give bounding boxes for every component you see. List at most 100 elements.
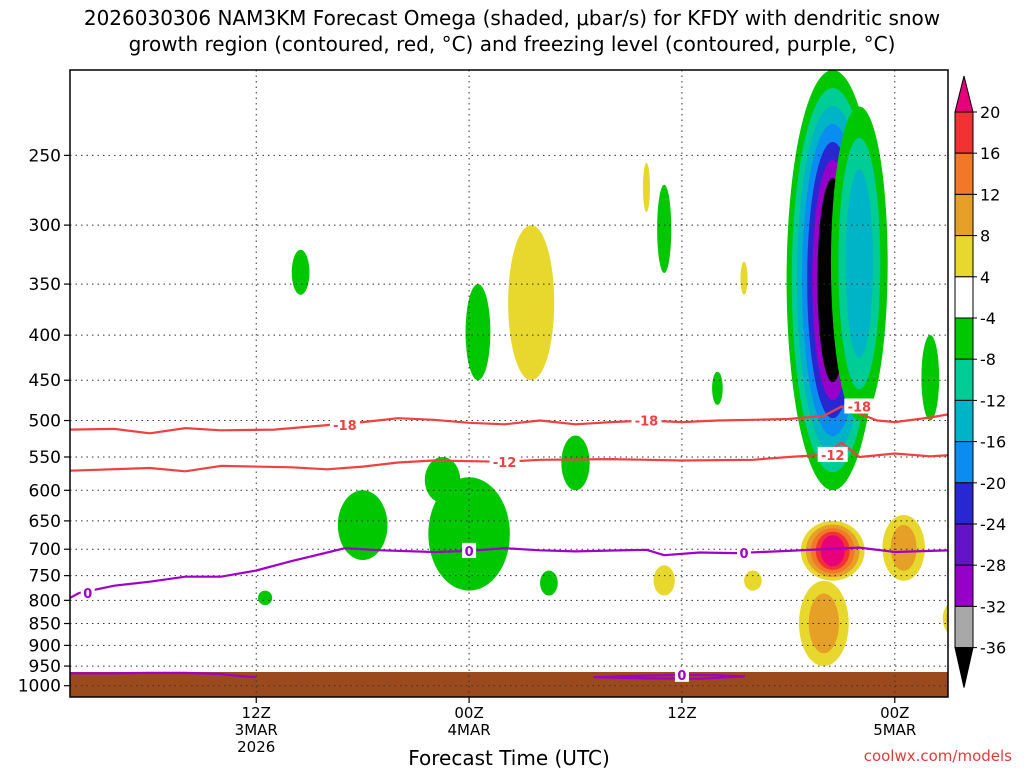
- y-tick-label-600: 600: [29, 481, 61, 501]
- y-tick-label-800: 800: [29, 591, 61, 611]
- colorbar-label-3: 8: [980, 227, 990, 246]
- x-tick-label-42-0: 00Z: [880, 704, 909, 722]
- omega-region-28-level-0: [942, 604, 948, 633]
- colorbar-bottom-arrow: [954, 647, 974, 688]
- omega-region-20-level-4: [820, 535, 845, 567]
- colorbar-label-2: 12: [980, 185, 1000, 204]
- omega-shading-layer: [258, 70, 1024, 667]
- contour-label-0C-1: 0: [465, 545, 474, 560]
- contour-label-0C-2: 0: [739, 547, 748, 562]
- colorbar-bin-11: [954, 523, 974, 566]
- colorbar-bin-3: [954, 193, 974, 237]
- x-tick-label-6-2: 2026: [237, 738, 275, 756]
- temperature-contours: -18-18-18-12-1200000: [70, 398, 948, 684]
- x-tick-label-30-0: 12Z: [667, 704, 696, 722]
- colorbar: 20 16 12 8 4 -4 -8 -12 -16 -20 -24 -28 -32 -36: [954, 75, 1006, 688]
- omega-region-27-level-1: [890, 524, 917, 571]
- contour-label-bg-0C-loop-0: [674, 666, 689, 682]
- contour-label-0C-loop-0: 0: [677, 669, 686, 684]
- omega-region-18-level-0: [921, 335, 940, 421]
- colorbar-label-13: -36: [980, 639, 1006, 658]
- y-tick-label-1000: 1000: [18, 677, 61, 697]
- omega-region-22-level-4: [1007, 556, 1024, 596]
- colorbar-label-1: 16: [980, 144, 1000, 163]
- contour-label-bg--18C-1: [631, 412, 662, 428]
- y-tick-label-350: 350: [29, 275, 61, 295]
- contour-label-0C-0: 0: [83, 587, 92, 602]
- omega-region-10-level-0: [424, 456, 461, 503]
- contour-0C-surface: [70, 671, 257, 679]
- plot-frame: [69, 69, 949, 698]
- x-tick-label-18-0: 00Z: [454, 704, 483, 722]
- omega-region-34-level-0: [740, 261, 748, 295]
- contour-0C-loop: [593, 673, 746, 680]
- colorbar-label-10: -24: [980, 515, 1006, 534]
- credit-text: coolwx.com/models: [864, 747, 1012, 765]
- y-axis-ticks: 2503003504004505005506006507007508008509…: [18, 146, 70, 697]
- contour--18C: [70, 405, 948, 435]
- omega-region-19-level-0: [712, 371, 723, 405]
- x-tick-label-42-1: 5MAR: [873, 721, 916, 739]
- y-tick-label-900: 900: [29, 636, 61, 656]
- colorbar-bin-13: [954, 605, 974, 649]
- omega-region-16-level-0: [258, 590, 273, 606]
- colorbar-bin-9: [954, 441, 974, 484]
- colorbar-bin-5: [954, 276, 974, 319]
- contour-0C: [70, 546, 948, 599]
- colorbar-bin-10: [954, 482, 974, 525]
- omega-region-12-level-0: [465, 284, 491, 381]
- contour-label-bg-0C-1: [462, 542, 477, 558]
- chart-title-line-2: growth region (contoured, red, °C) and f…: [129, 32, 896, 56]
- y-tick-label-950: 950: [29, 657, 61, 677]
- omega-region-31-level-0: [653, 565, 675, 596]
- contour-label--12C-1: -12: [821, 449, 845, 464]
- x-tick-label-6-0: 12Z: [242, 704, 271, 722]
- y-tick-label-400: 400: [29, 326, 61, 346]
- omega-region-2-level-5: [1018, 253, 1024, 435]
- omega-region-2-level-4: [1013, 239, 1024, 448]
- contour-label-bg-0C-2: [737, 545, 752, 561]
- colorbar-bin-8: [954, 399, 974, 443]
- omega-region-8-level-0: [428, 477, 510, 591]
- colorbar-bin-6: [954, 317, 974, 360]
- y-tick-label-250: 250: [29, 146, 61, 166]
- contour-label-bg--12C-0: [489, 453, 520, 469]
- colorbar-label-7: -12: [980, 391, 1006, 410]
- y-tick-label-750: 750: [29, 567, 61, 587]
- contour-label--18C-1: -18: [635, 415, 659, 430]
- colorbar-label-6: -8: [980, 350, 996, 369]
- colorbar-label-5: -4: [980, 309, 996, 328]
- colorbar-label-11: -28: [980, 556, 1006, 575]
- y-tick-label-300: 300: [29, 216, 61, 236]
- contour-label-bg--12C-1: [817, 446, 848, 462]
- omega-region-14-level-0: [291, 249, 310, 295]
- omega-region-29-level-0: [508, 225, 555, 381]
- colorbar-bin-2: [954, 152, 974, 195]
- colorbar-bin-1: [954, 111, 974, 154]
- chart-title-line-1: 2026030306 NAM3KM Forecast Omega (shaded…: [84, 6, 940, 30]
- surface-ground: [70, 672, 948, 697]
- y-tick-label-700: 700: [29, 540, 61, 560]
- colorbar-bin-4: [954, 235, 974, 278]
- contour--12C: [70, 441, 948, 473]
- colorbar-top-arrow: [954, 75, 974, 113]
- omega-region-15-level-0: [540, 570, 558, 596]
- y-tick-label-450: 450: [29, 371, 61, 391]
- omega-region-2-level-3: [1008, 226, 1024, 462]
- omega-region-33-level-0: [642, 162, 651, 213]
- y-tick-label-850: 850: [29, 615, 61, 635]
- colorbar-label-12: -32: [980, 597, 1006, 616]
- omega-region-1-level-2: [845, 169, 873, 358]
- colorbar-bin-12: [954, 564, 974, 607]
- omega-region-9-level-0: [337, 490, 388, 561]
- y-tick-label-550: 550: [29, 448, 61, 468]
- x-axis-ticks: 12Z3MAR202600Z4MAR12Z00Z5MAR12Z: [235, 697, 916, 756]
- colorbar-label-9: -20: [980, 474, 1006, 493]
- contour-label--12C-0: -12: [493, 456, 517, 471]
- colorbar-label-0: 20: [980, 103, 1000, 122]
- grid-lines: [70, 70, 948, 697]
- contour-label-bg--18C-0: [329, 417, 360, 433]
- contour-label--18C-2: -18: [848, 401, 872, 416]
- omega-region-13-level-0: [657, 184, 672, 273]
- colorbar-label-4: 4: [980, 268, 990, 287]
